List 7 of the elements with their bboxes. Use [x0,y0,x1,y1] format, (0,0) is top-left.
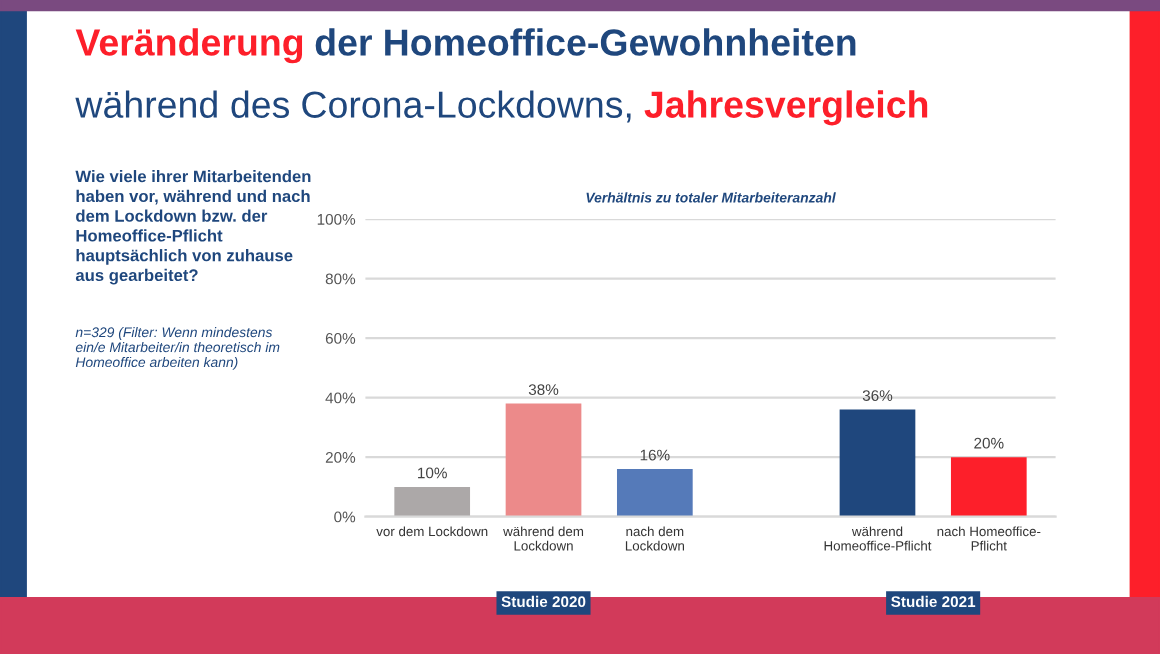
bar [394,486,471,517]
bar [505,403,582,517]
chart-title: Veränderung der Homeoffice-Gewohnheiten während des Corona-Lockdowns, Jahresvergleich [75,28,928,126]
bar [839,409,916,517]
text: Wie viele ihrer Mitarbeitenden haben vor, während und nach dem Lockdown bzw. der Homeoffice-Pflicht hauptsächlich von zuhause aus gearbeitet? [75,170,311,285]
bar [616,469,693,517]
bar [950,457,1027,517]
